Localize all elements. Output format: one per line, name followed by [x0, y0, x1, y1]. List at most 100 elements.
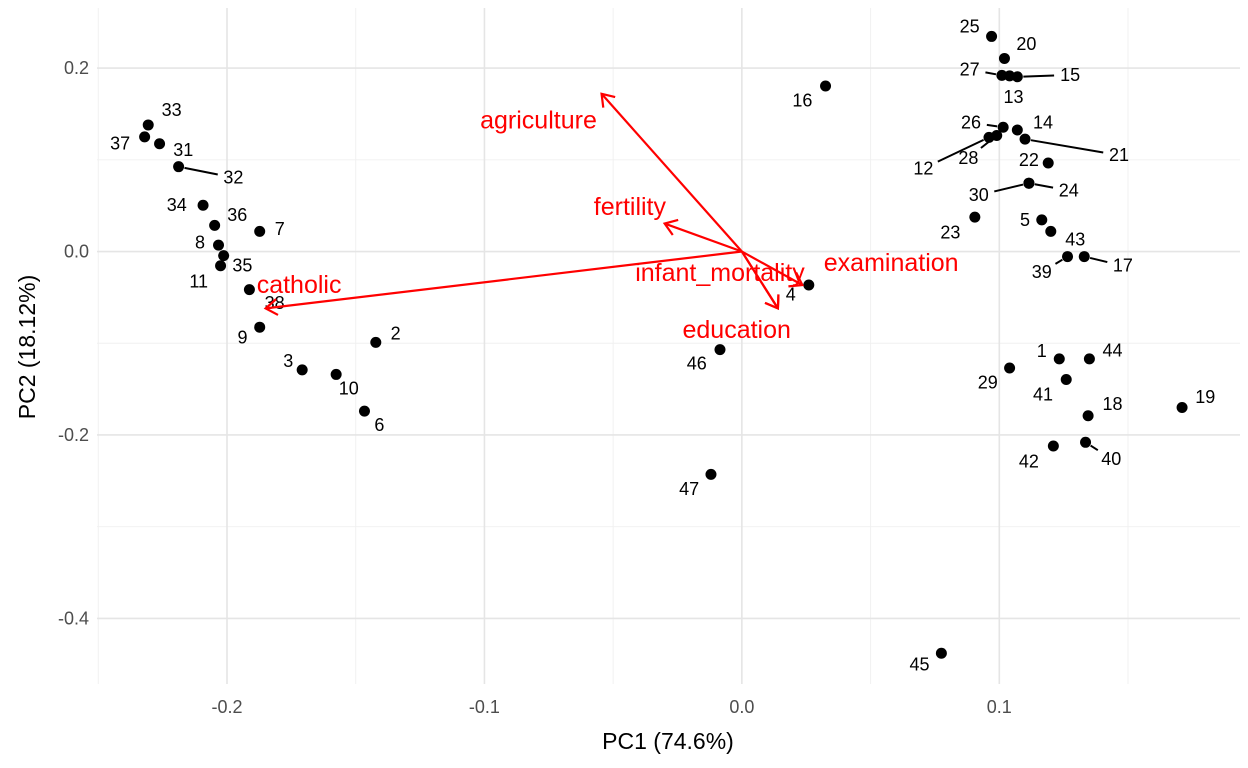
loading-label: agriculture [480, 106, 597, 134]
grid-lines [97, 8, 1240, 684]
data-point-label: 14 [1033, 113, 1053, 133]
data-point-label: 28 [958, 148, 978, 168]
data-point [213, 239, 225, 251]
data-point-label: 37 [110, 133, 130, 153]
loading-arrow-line [740, 250, 779, 309]
data-point [1011, 71, 1023, 83]
data-point-label: 31 [173, 140, 193, 160]
data-point [1023, 177, 1035, 189]
loading-arrowhead [600, 92, 616, 108]
data-point [1004, 362, 1016, 374]
data-point-label: 19 [1195, 387, 1215, 407]
data-point [803, 279, 815, 291]
data-point [330, 368, 342, 380]
loading-label: examination [824, 249, 959, 277]
y-axis-title: PC2 (18.12%) [14, 275, 40, 419]
data-point [969, 211, 981, 223]
data-point [705, 468, 717, 480]
data-point-label: 6 [374, 415, 384, 435]
label-leader-line [985, 71, 997, 76]
loading-label: catholic [257, 271, 342, 299]
data-point-label: 43 [1065, 230, 1085, 250]
loading-arrow-line [265, 250, 742, 310]
data-point-label: 8 [195, 232, 205, 252]
data-point-label: 41 [1033, 385, 1053, 405]
data-point-label: 18 [1103, 394, 1123, 414]
data-point [154, 138, 166, 150]
data-point [370, 336, 382, 348]
data-point-label: 26 [961, 113, 981, 133]
data-point [1060, 373, 1072, 385]
y-tick-label: -0.2 [58, 425, 89, 445]
data-point [254, 321, 266, 333]
label-leader-line [1034, 183, 1054, 189]
data-point-label: 40 [1101, 449, 1121, 469]
data-point [998, 52, 1010, 64]
data-point [215, 260, 227, 272]
data-point-label: 9 [237, 328, 247, 348]
data-point-label: 42 [1019, 452, 1039, 472]
data-point-label: 11 [189, 271, 208, 291]
data-point [1083, 353, 1095, 365]
loading-arrow-line [741, 250, 803, 286]
data-point [209, 219, 221, 231]
axis-tick-labels: -0.2 -0.1 0.0 0.1 -0.4 -0.2 0.0 0.2 [58, 58, 1012, 717]
data-point [714, 344, 726, 356]
data-point-label: 24 [1059, 181, 1079, 201]
data-point-label: 36 [227, 205, 247, 225]
label-leader-line [1023, 74, 1055, 78]
data-point [139, 131, 151, 143]
data-point-label: 13 [1003, 87, 1023, 107]
data-point-label: 44 [1103, 341, 1123, 361]
data-point [820, 80, 832, 92]
data-point-label: 5 [1020, 210, 1030, 230]
data-point-label: 25 [960, 16, 980, 36]
loading-arrows: agriculture fertility examination infant_mo… [257, 92, 959, 344]
data-point-label: 47 [679, 479, 699, 499]
y-tick-label: 0.2 [64, 58, 89, 78]
data-point [142, 119, 154, 131]
data-point-label: 45 [909, 655, 929, 675]
data-point-label: 2 [391, 324, 401, 344]
loading-arrowhead [662, 218, 679, 236]
label-leader-line [994, 183, 1024, 193]
x-tick-label: 0.1 [987, 697, 1012, 717]
data-point [173, 161, 185, 173]
data-point [296, 364, 308, 376]
label-leader-line [1089, 256, 1108, 264]
x-tick-label: -0.2 [211, 697, 242, 717]
data-point [996, 69, 1008, 81]
data-point-label: 22 [1019, 150, 1039, 170]
loading-arrowhead [764, 294, 780, 311]
data-point [243, 284, 255, 296]
data-point-label: 1 [1037, 341, 1047, 361]
data-point-label: 29 [978, 373, 998, 393]
x-axis-title: PC1 (74.6%) [602, 728, 734, 754]
data-point [991, 129, 1003, 141]
data-point [1036, 214, 1048, 226]
label-leader-line [937, 139, 985, 163]
label-leader-line [980, 138, 993, 149]
loading-arrowhead [788, 271, 805, 288]
data-point [1045, 225, 1057, 237]
data-point [1176, 401, 1188, 413]
data-point-label: 12 [913, 159, 933, 179]
loading-arrow-line [664, 222, 743, 253]
data-point-label: 33 [162, 100, 182, 120]
data-point-label: 17 [1113, 256, 1133, 276]
data-point-label: 16 [792, 91, 812, 111]
y-tick-label: -0.4 [58, 608, 89, 628]
label-leader-line [986, 123, 998, 128]
data-point-label: 46 [687, 353, 707, 373]
loading-arrow-line [600, 93, 743, 253]
data-point-label: 7 [275, 219, 285, 239]
data-point [997, 121, 1009, 133]
loading-label: education [683, 316, 791, 344]
data-point [1047, 440, 1059, 452]
data-point-label: 39 [1032, 262, 1052, 282]
data-point-label: 30 [969, 185, 989, 205]
data-point-label: 3 [283, 351, 293, 371]
data-point [1011, 124, 1023, 136]
data-point [1082, 410, 1094, 422]
data-point-label: 20 [1016, 34, 1036, 54]
